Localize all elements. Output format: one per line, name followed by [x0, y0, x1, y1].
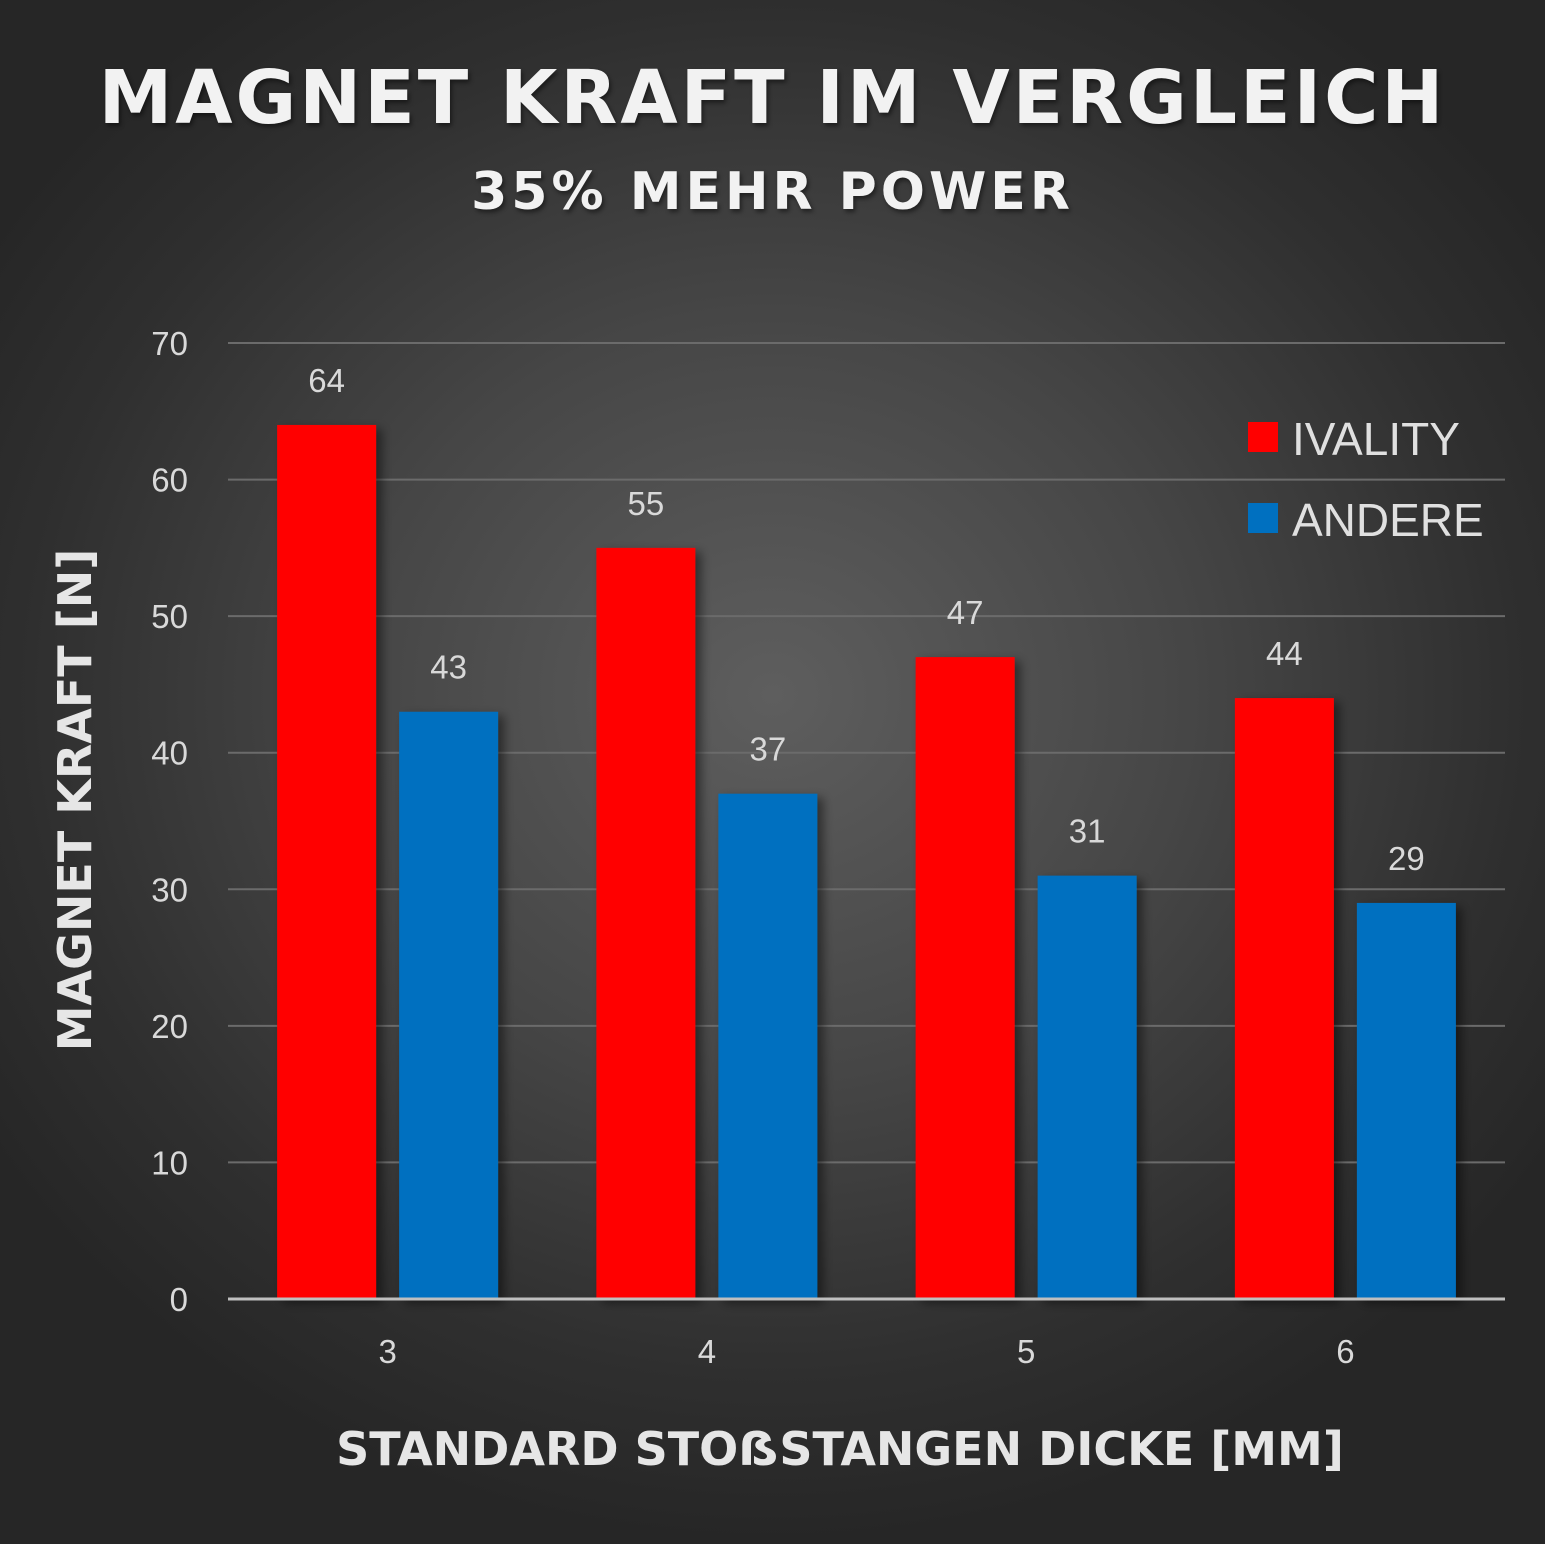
y-tick-label: 0 — [170, 1281, 188, 1318]
legend-label-andere: ANDERE — [1292, 494, 1484, 546]
chart-subtitle: 35% MEHR POWER — [471, 162, 1074, 222]
data-label: 37 — [750, 731, 787, 768]
data-label: 31 — [1069, 813, 1106, 850]
data-label: 64 — [308, 362, 345, 399]
x-tick-label: 5 — [1017, 1333, 1035, 1370]
y-axis-ticks: 0 10 20 30 40 50 60 70 — [151, 325, 188, 1318]
y-tick-label: 60 — [151, 462, 188, 499]
data-label: 43 — [430, 649, 467, 686]
legend: IVALITY ANDERE — [1248, 413, 1484, 546]
y-tick-label: 10 — [151, 1144, 188, 1181]
bars — [277, 424, 1456, 1299]
y-axis-title: MAGNET KRAFT [N] — [48, 549, 102, 1051]
x-axis-title: STANDARD STOẞSTANGEN DICKE [MM] — [336, 1422, 1344, 1476]
x-tick-label: 4 — [698, 1333, 716, 1370]
data-label: 44 — [1266, 635, 1303, 672]
bar-ivality-5 — [915, 657, 1015, 1299]
data-label: 47 — [947, 594, 984, 631]
x-tick-label: 6 — [1336, 1333, 1354, 1370]
y-tick-label: 40 — [151, 735, 188, 772]
bar-ivality-6 — [1234, 698, 1334, 1299]
bar-andere-4 — [718, 793, 818, 1299]
x-tick-label: 3 — [378, 1333, 396, 1370]
bar-ivality-3 — [277, 424, 377, 1299]
y-tick-label: 20 — [151, 1008, 188, 1045]
x-axis-ticks: 3 4 5 6 — [378, 1333, 1354, 1370]
data-labels: 64 43 55 37 47 31 44 29 — [308, 362, 1424, 877]
bar-andere-5 — [1037, 875, 1137, 1299]
legend-swatch-ivality — [1248, 422, 1278, 452]
data-label: 29 — [1388, 840, 1425, 877]
y-tick-label: 70 — [151, 325, 188, 362]
bar-andere-3 — [399, 711, 499, 1299]
chart-title: MAGNET KRAFT IM VERGLEICH — [98, 55, 1447, 141]
legend-label-ivality: IVALITY — [1292, 413, 1460, 465]
y-tick-label: 30 — [151, 871, 188, 908]
y-tick-label: 50 — [151, 598, 188, 635]
bar-andere-6 — [1356, 902, 1456, 1299]
legend-swatch-andere — [1248, 503, 1278, 533]
data-label: 55 — [628, 485, 665, 522]
bar-ivality-4 — [596, 547, 696, 1299]
